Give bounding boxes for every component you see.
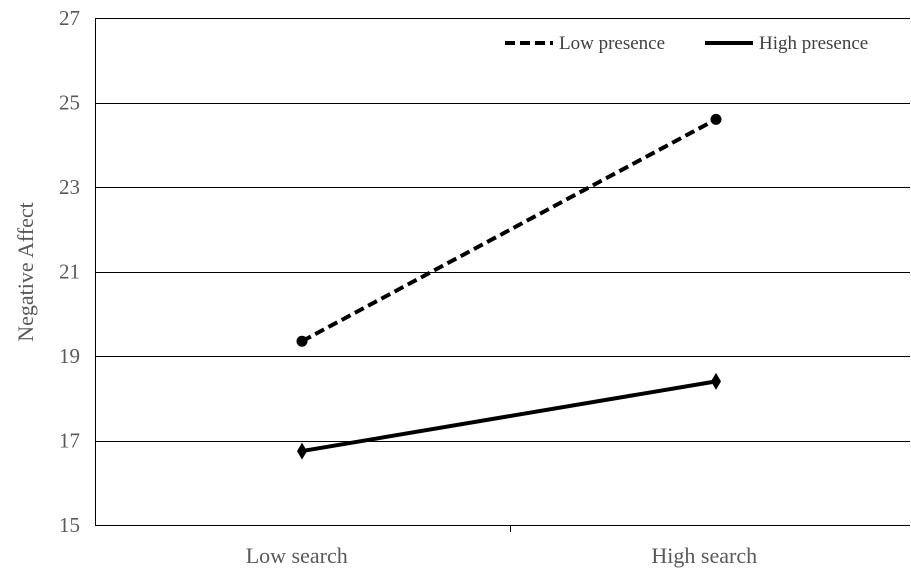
y-tick-label: 19 (59, 344, 80, 368)
x-tick-labels: Low search High search (246, 543, 757, 568)
x-tick-label: Low search (246, 543, 348, 568)
y-tick-label: 17 (59, 429, 80, 453)
legend-label: High presence (759, 33, 868, 54)
y-tick-label: 27 (59, 6, 80, 30)
gridlines (95, 18, 910, 442)
axes (95, 18, 910, 532)
y-tick-label: 15 (59, 513, 80, 537)
y-tick-label: 21 (59, 260, 80, 284)
y-tick-label: 25 (59, 91, 80, 115)
series-line (301, 379, 717, 454)
y-tick-labels: 15 17 19 21 23 25 27 (59, 6, 80, 537)
legend-item: High presence (705, 33, 868, 54)
legend: Low presence High presence (505, 33, 868, 54)
x-tick-label: High search (651, 543, 757, 568)
series (296, 113, 722, 460)
series-high-presence (297, 372, 721, 460)
series-low-presence (296, 113, 722, 347)
y-axis-title: Negative Affect (13, 202, 38, 341)
data-point-diamond (297, 442, 307, 460)
data-point-circle (710, 113, 722, 125)
data-point-circle (296, 335, 308, 347)
legend-label: Low presence (559, 33, 665, 54)
series-line (301, 117, 717, 343)
data-point-diamond (711, 372, 721, 390)
y-tick-label: 23 (59, 175, 80, 199)
legend-item: Low presence (505, 33, 665, 54)
